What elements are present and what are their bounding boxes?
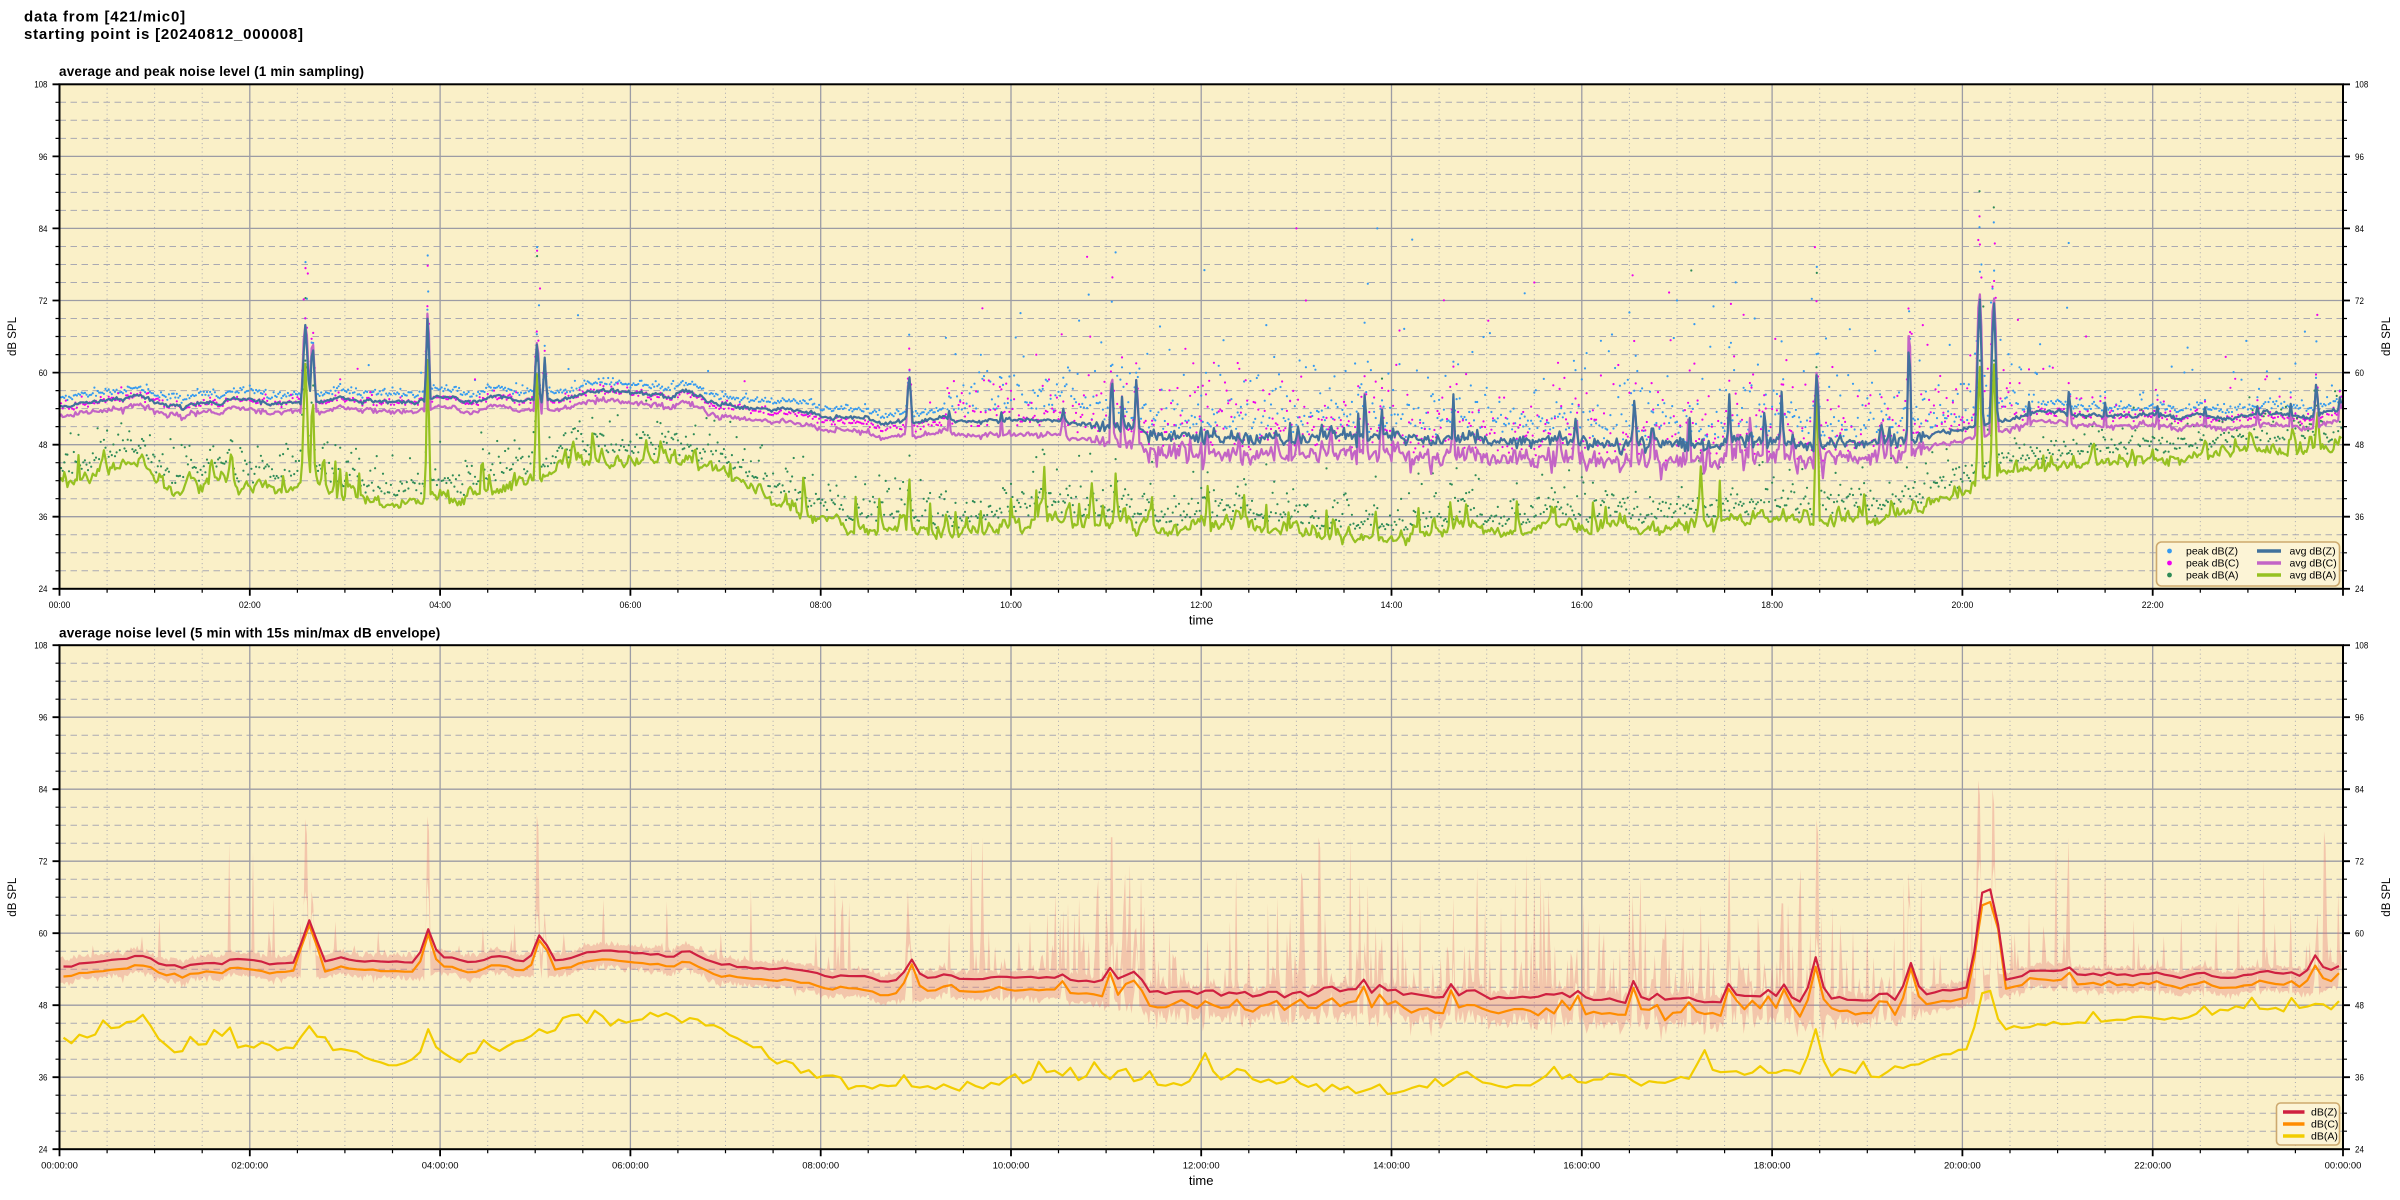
svg-text:00:00: 00:00 [49, 600, 71, 611]
svg-text:72: 72 [2355, 857, 2364, 868]
svg-text:36: 36 [2355, 1073, 2364, 1084]
svg-text:peak dB(A): peak dB(A) [2186, 570, 2239, 582]
svg-text:72: 72 [39, 857, 48, 868]
svg-text:48: 48 [39, 440, 48, 451]
svg-text:24: 24 [39, 1145, 48, 1156]
svg-text:average noise level (5 min wit: average noise level (5 min with 15s min/… [59, 626, 440, 641]
svg-text:20:00: 20:00 [1952, 600, 1974, 611]
svg-text:24: 24 [2355, 584, 2364, 595]
svg-text:22:00: 22:00 [2142, 600, 2164, 611]
svg-text:avg dB(A): avg dB(A) [2290, 570, 2337, 582]
svg-text:84: 84 [2355, 785, 2364, 796]
svg-text:06:00: 06:00 [620, 600, 642, 611]
svg-text:06:00:00: 06:00:00 [612, 1161, 649, 1172]
svg-text:20:00:00: 20:00:00 [1944, 1161, 1981, 1172]
svg-text:60: 60 [2355, 929, 2364, 940]
svg-text:108: 108 [2355, 80, 2368, 91]
svg-text:60: 60 [39, 929, 48, 940]
svg-text:48: 48 [2355, 1001, 2364, 1012]
svg-text:dB SPL: dB SPL [7, 316, 19, 356]
svg-text:dB SPL: dB SPL [2381, 316, 2393, 356]
svg-text:108: 108 [2355, 641, 2368, 652]
svg-text:24: 24 [2355, 1145, 2364, 1156]
svg-text:12:00: 12:00 [1190, 600, 1212, 611]
svg-text:60: 60 [39, 368, 48, 379]
svg-text:peak dB(Z): peak dB(Z) [2186, 546, 2238, 558]
svg-text:108: 108 [34, 641, 47, 652]
svg-text:avg dB(C): avg dB(C) [2290, 558, 2337, 570]
svg-text:36: 36 [39, 512, 48, 523]
svg-text:16:00: 16:00 [1571, 600, 1593, 611]
svg-text:108: 108 [34, 80, 47, 91]
svg-text:00:00:00: 00:00:00 [41, 1161, 78, 1172]
svg-text:72: 72 [2355, 296, 2364, 307]
svg-text:data from [421/mic0]: data from [421/mic0] [24, 9, 186, 26]
svg-text:96: 96 [2355, 152, 2364, 163]
svg-text:dB(C): dB(C) [2311, 1119, 2338, 1131]
svg-text:02:00:00: 02:00:00 [231, 1161, 268, 1172]
svg-text:96: 96 [39, 152, 48, 163]
svg-text:dB(A): dB(A) [2311, 1131, 2338, 1143]
svg-text:18:00: 18:00 [1761, 600, 1783, 611]
svg-text:24: 24 [39, 584, 48, 595]
svg-text:36: 36 [2355, 512, 2364, 523]
svg-text:48: 48 [2355, 440, 2364, 451]
svg-text:16:00:00: 16:00:00 [1563, 1161, 1600, 1172]
svg-text:60: 60 [2355, 368, 2364, 379]
svg-text:average and peak noise level (: average and peak noise level (1 min samp… [59, 64, 364, 79]
svg-text:time: time [1189, 1173, 1214, 1188]
svg-text:84: 84 [39, 785, 48, 796]
svg-text:peak dB(C): peak dB(C) [2186, 558, 2239, 570]
svg-text:96: 96 [39, 713, 48, 724]
svg-text:08:00:00: 08:00:00 [802, 1161, 839, 1172]
svg-text:dB SPL: dB SPL [2381, 877, 2393, 917]
svg-text:08:00: 08:00 [810, 600, 832, 611]
svg-text:avg dB(Z): avg dB(Z) [2290, 546, 2336, 558]
svg-text:dB SPL: dB SPL [7, 877, 19, 917]
svg-text:starting point is [20240812_00: starting point is [20240812_000008] [24, 26, 304, 43]
svg-text:00:00:00: 00:00:00 [2325, 1161, 2362, 1172]
svg-text:12:00:00: 12:00:00 [1183, 1161, 1220, 1172]
svg-text:84: 84 [39, 224, 48, 235]
svg-text:14:00: 14:00 [1381, 600, 1403, 611]
svg-text:84: 84 [2355, 224, 2364, 235]
svg-text:22:00:00: 22:00:00 [2134, 1161, 2171, 1172]
svg-text:dB(Z): dB(Z) [2311, 1107, 2337, 1119]
svg-text:96: 96 [2355, 713, 2364, 724]
svg-text:36: 36 [39, 1073, 48, 1084]
svg-text:02:00: 02:00 [239, 600, 261, 611]
svg-text:10:00: 10:00 [1000, 600, 1022, 611]
svg-text:18:00:00: 18:00:00 [1754, 1161, 1791, 1172]
svg-text:48: 48 [39, 1001, 48, 1012]
svg-text:72: 72 [39, 296, 48, 307]
svg-text:04:00: 04:00 [429, 600, 451, 611]
svg-text:04:00:00: 04:00:00 [422, 1161, 459, 1172]
svg-text:10:00:00: 10:00:00 [993, 1161, 1030, 1172]
svg-text:time: time [1189, 613, 1214, 628]
svg-text:14:00:00: 14:00:00 [1373, 1161, 1410, 1172]
